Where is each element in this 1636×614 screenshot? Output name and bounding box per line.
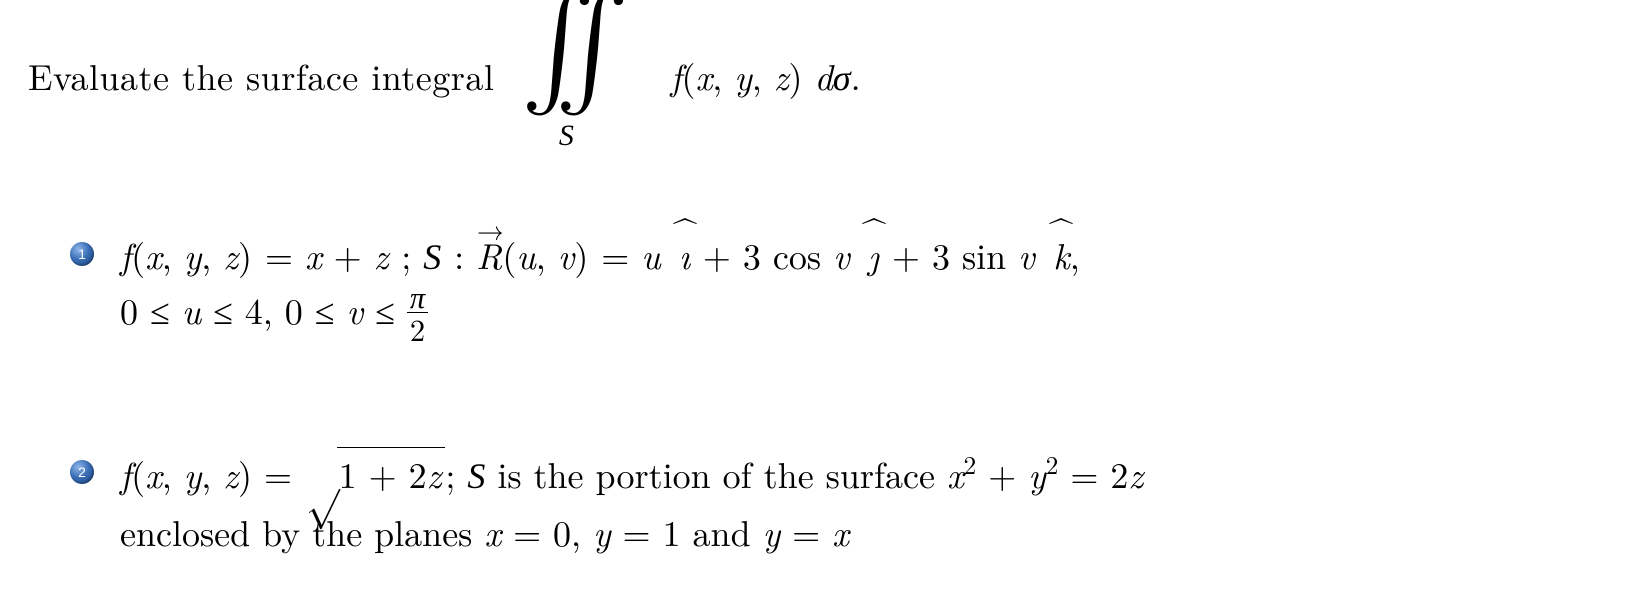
integrand-f: f [670, 50, 681, 101]
bullet-1: 1 [70, 242, 94, 266]
item-1-body: f(x, y, z) = x + z ; S : R(u, v) = u ı +… [120, 230, 1608, 347]
item-2-text-enclosed: enclosed by the planes [120, 506, 484, 557]
intro-text: Evaluate the surface integral [28, 50, 507, 101]
intro-line: Evaluate the surface integral ∫ ∫ S f(x,… [28, 0, 1608, 150]
bullet-1-number: 1 [78, 246, 86, 262]
intro-period: . [851, 50, 861, 101]
list-item-1: 1 f(x, y, z) = x + z ; S : R(u, v) = u ı… [70, 230, 1608, 347]
item-1-line-2: 0 ≤ u ≤ 4, 0 ≤ v ≤ π 2 [120, 283, 1608, 347]
bullet-2-number: 2 [78, 464, 86, 480]
bullet-2: 2 [70, 460, 94, 484]
integral-subscript: S [559, 119, 574, 153]
cal-S-2: S [467, 456, 485, 496]
integrand: f(x, y, z) dσ. [619, 0, 861, 152]
item-2-text-portion: is the portion of the surface [497, 448, 947, 499]
R-vector: R [476, 230, 502, 280]
sqrt-expr: √1 + 2z [304, 449, 445, 507]
integral-sign-2: ∫ [555, 0, 629, 103]
item-1-line-1: f(x, y, z) = x + z ; S : R(u, v) = u ı +… [120, 230, 1608, 283]
double-integral-symbol: ∫ ∫ S [521, 5, 613, 145]
j-hat: ȷ [868, 230, 879, 280]
i-hat: ı [679, 230, 690, 280]
k-hat: k [1053, 230, 1070, 280]
list-item-2: 2 f(x, y, z) = √1 + 2z; S is the portion… [70, 448, 1608, 557]
item-2-body: f(x, y, z) = √1 + 2z; S is the portion o… [120, 448, 1608, 557]
item-2-line-1: f(x, y, z) = √1 + 2z; S is the portion o… [120, 448, 1608, 507]
pi-over-2: π 2 [407, 281, 428, 345]
cal-S-1: S [423, 237, 441, 277]
item-2-line-2: enclosed by the planes x = 0, y = 1 and … [120, 507, 1608, 557]
